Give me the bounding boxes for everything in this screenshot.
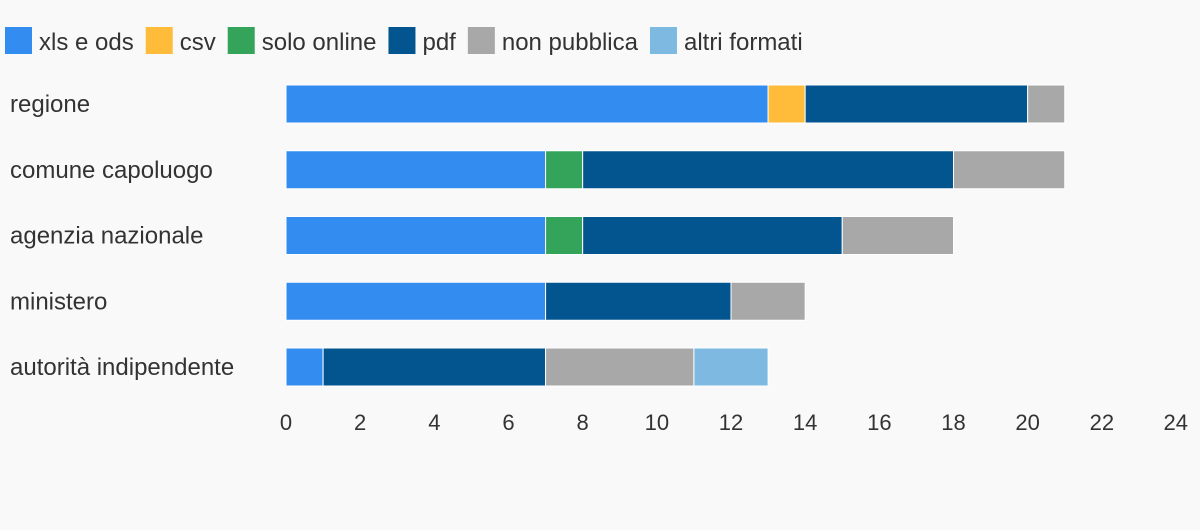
legend-item-non-pubblica: non pubblica bbox=[467, 27, 639, 56]
x-tick-label: 12 bbox=[719, 410, 743, 435]
bar-segment-pdf bbox=[582, 150, 955, 190]
bar-segment-xls-e-ods bbox=[285, 84, 769, 124]
bar-row-regione bbox=[285, 84, 1066, 124]
category-label: ministero bbox=[10, 288, 107, 315]
legend-swatch bbox=[467, 27, 495, 54]
x-tick-label: 0 bbox=[280, 410, 292, 435]
bar-segment-csv bbox=[767, 84, 806, 124]
bar-segment-xls-e-ods bbox=[285, 347, 324, 387]
bar-row-autorita-indipendente bbox=[285, 347, 769, 387]
x-tick-label: 2 bbox=[354, 410, 366, 435]
x-tick-label: 4 bbox=[428, 410, 440, 435]
bar-segment-pdf bbox=[582, 216, 843, 255]
bar-row-comune-capoluogo bbox=[285, 150, 1066, 190]
x-tick-label: 14 bbox=[793, 410, 817, 435]
bar-segment-solo-online bbox=[545, 216, 584, 255]
x-tick-label: 20 bbox=[1015, 410, 1039, 435]
category-label: autorità indipendente bbox=[10, 354, 234, 381]
bar-segment-xls-e-ods bbox=[285, 150, 547, 190]
x-tick-label: 8 bbox=[577, 410, 589, 435]
x-axis: 0 2 4 6 8 10 12 14 16 18 20 22 24 bbox=[280, 410, 1188, 435]
legend-item-pdf: pdf bbox=[388, 27, 456, 56]
legend-swatch bbox=[145, 27, 173, 54]
bars bbox=[285, 84, 1066, 387]
bar-row-agenzia-nazionale bbox=[285, 216, 954, 255]
x-tick-label: 18 bbox=[941, 410, 965, 435]
bar-segment-altri-formati bbox=[693, 347, 769, 387]
category-label: regione bbox=[10, 91, 90, 118]
x-tick-label: 6 bbox=[502, 410, 514, 435]
category-label: comune capoluogo bbox=[10, 157, 213, 184]
bar-segment-non-pubblica bbox=[841, 216, 954, 255]
x-tick-label: 24 bbox=[1164, 410, 1188, 435]
bar-row-ministero bbox=[285, 281, 806, 321]
category-labels: regione comune capoluogo agenzia nazionale… bbox=[10, 91, 234, 381]
legend-item-csv: csv bbox=[145, 27, 216, 56]
x-tick-label: 16 bbox=[867, 410, 891, 435]
legend-item-xls-e-ods: xls e ods bbox=[5, 27, 134, 56]
bar-segment-non-pubblica bbox=[953, 150, 1066, 190]
bar-segment-pdf bbox=[804, 84, 1029, 124]
bar-segment-non-pubblica bbox=[730, 281, 806, 321]
legend-swatch bbox=[5, 27, 32, 54]
legend-label: pdf bbox=[422, 29, 456, 56]
legend-label: csv bbox=[180, 29, 216, 56]
x-tick-label: 22 bbox=[1090, 410, 1114, 435]
bar-segment-non-pubblica bbox=[1027, 84, 1066, 124]
legend-label: altri formati bbox=[684, 29, 803, 56]
bar-segment-non-pubblica bbox=[545, 347, 695, 387]
bar-segment-pdf bbox=[322, 347, 547, 387]
bar-segment-xls-e-ods bbox=[285, 281, 547, 321]
x-tick-label: 10 bbox=[645, 410, 669, 435]
bar-segment-xls-e-ods bbox=[285, 216, 547, 255]
chart-legend: xls e ods csv solo online pdf non pubblica al… bbox=[5, 27, 803, 56]
legend-swatch bbox=[649, 27, 677, 54]
legend-swatch bbox=[388, 27, 416, 54]
legend-swatch bbox=[227, 27, 255, 54]
category-label: agenzia nazionale bbox=[10, 223, 204, 250]
legend-label: xls e ods bbox=[39, 29, 134, 56]
bar-segment-pdf bbox=[545, 281, 732, 321]
legend-item-altri-formati: altri formati bbox=[649, 27, 803, 56]
legend-label: solo online bbox=[262, 29, 377, 56]
bar-segment-solo-online bbox=[545, 150, 584, 190]
legend-label: non pubblica bbox=[502, 29, 639, 56]
legend-item-solo-online: solo online bbox=[227, 27, 377, 56]
